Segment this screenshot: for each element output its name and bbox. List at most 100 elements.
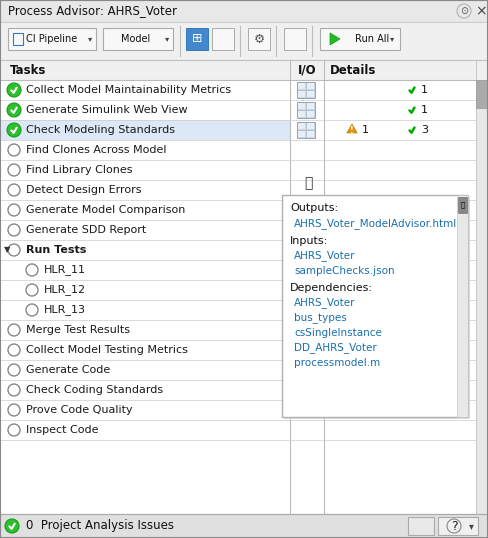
Text: Find Clones Across Model: Find Clones Across Model (26, 145, 166, 155)
FancyBboxPatch shape (298, 131, 305, 137)
Text: AHRS_Voter: AHRS_Voter (294, 298, 355, 308)
Circle shape (7, 83, 21, 97)
Text: ▾: ▾ (88, 34, 92, 44)
Text: ▾: ▾ (390, 34, 394, 44)
FancyBboxPatch shape (0, 60, 488, 80)
FancyBboxPatch shape (297, 102, 315, 118)
Text: Check Coding Standards: Check Coding Standards (26, 385, 163, 395)
Text: Run All: Run All (355, 34, 389, 44)
Circle shape (457, 4, 471, 18)
Text: Merge Test Results: Merge Test Results (26, 325, 130, 335)
FancyBboxPatch shape (0, 400, 290, 420)
Text: Outputs:: Outputs: (290, 203, 338, 213)
Text: Inspect Code: Inspect Code (26, 425, 99, 435)
Text: 0  Project Analysis Issues: 0 Project Analysis Issues (26, 520, 174, 533)
Text: Generate Code: Generate Code (26, 365, 110, 375)
Text: Dependencies:: Dependencies: (290, 283, 373, 293)
FancyBboxPatch shape (0, 220, 290, 240)
Text: 📌: 📌 (461, 202, 465, 208)
FancyBboxPatch shape (298, 123, 305, 129)
Text: Process Advisor: AHRS_Voter: Process Advisor: AHRS_Voter (8, 4, 177, 18)
FancyBboxPatch shape (298, 111, 305, 117)
FancyBboxPatch shape (458, 197, 467, 213)
FancyBboxPatch shape (307, 91, 314, 97)
Text: 3: 3 (421, 125, 428, 135)
FancyBboxPatch shape (0, 80, 488, 514)
Text: Run Tests: Run Tests (26, 245, 86, 255)
FancyBboxPatch shape (0, 240, 290, 260)
Text: 1: 1 (421, 105, 428, 115)
Text: I/O: I/O (298, 63, 316, 76)
FancyBboxPatch shape (284, 28, 306, 50)
FancyBboxPatch shape (307, 103, 314, 109)
FancyBboxPatch shape (284, 197, 470, 419)
FancyBboxPatch shape (0, 280, 290, 300)
Text: Details: Details (330, 63, 376, 76)
Text: Generate Simulink Web View: Generate Simulink Web View (26, 105, 187, 115)
Text: csSingleInstance: csSingleInstance (294, 328, 382, 338)
Polygon shape (330, 33, 340, 45)
FancyBboxPatch shape (298, 91, 305, 97)
FancyBboxPatch shape (320, 28, 400, 50)
FancyBboxPatch shape (0, 0, 488, 22)
FancyBboxPatch shape (408, 517, 434, 535)
FancyBboxPatch shape (297, 82, 315, 98)
Text: ?: ? (451, 520, 457, 533)
Text: 1: 1 (362, 125, 369, 135)
FancyBboxPatch shape (186, 28, 208, 50)
FancyBboxPatch shape (476, 80, 488, 514)
Polygon shape (347, 124, 357, 133)
Circle shape (5, 519, 19, 533)
Text: sampleChecks.json: sampleChecks.json (294, 266, 395, 276)
Text: HLR_13: HLR_13 (44, 305, 86, 315)
FancyBboxPatch shape (0, 140, 290, 160)
Text: processmodel.m: processmodel.m (294, 358, 380, 368)
Text: HLR_11: HLR_11 (44, 265, 86, 275)
FancyBboxPatch shape (0, 340, 290, 360)
FancyBboxPatch shape (307, 111, 314, 117)
Text: CI Pipeline: CI Pipeline (26, 34, 77, 44)
FancyBboxPatch shape (307, 123, 314, 129)
FancyBboxPatch shape (0, 180, 290, 200)
FancyBboxPatch shape (298, 103, 305, 109)
FancyBboxPatch shape (438, 517, 478, 535)
Text: Collect Model Testing Metrics: Collect Model Testing Metrics (26, 345, 188, 355)
Text: Find Library Clones: Find Library Clones (26, 165, 133, 175)
FancyBboxPatch shape (298, 83, 305, 89)
Text: ▾: ▾ (468, 521, 473, 531)
FancyBboxPatch shape (476, 80, 488, 108)
Text: Tasks: Tasks (10, 63, 46, 76)
FancyBboxPatch shape (0, 120, 290, 140)
Text: 1: 1 (421, 85, 428, 95)
FancyBboxPatch shape (13, 33, 23, 45)
Text: Model: Model (121, 34, 150, 44)
Text: ⊙: ⊙ (460, 6, 468, 16)
Text: Inputs:: Inputs: (290, 236, 328, 246)
FancyBboxPatch shape (297, 122, 315, 138)
Text: ×: × (475, 4, 487, 18)
FancyBboxPatch shape (0, 514, 488, 538)
Text: ⊞: ⊞ (192, 32, 202, 46)
Text: bus_types: bus_types (294, 313, 347, 323)
FancyBboxPatch shape (0, 80, 290, 100)
FancyBboxPatch shape (8, 28, 96, 50)
Text: ▼: ▼ (4, 245, 11, 254)
Text: ⚙: ⚙ (253, 32, 264, 46)
FancyBboxPatch shape (103, 28, 173, 50)
FancyBboxPatch shape (0, 160, 290, 180)
Text: !: ! (350, 126, 354, 136)
FancyBboxPatch shape (0, 420, 290, 440)
FancyBboxPatch shape (0, 360, 290, 380)
Circle shape (7, 123, 21, 137)
Circle shape (7, 103, 21, 117)
Text: DD_AHRS_Voter: DD_AHRS_Voter (294, 343, 377, 353)
Text: Check Modeling Standards: Check Modeling Standards (26, 125, 175, 135)
Text: ▾: ▾ (165, 34, 169, 44)
FancyBboxPatch shape (0, 100, 290, 120)
Text: Collect Model Maintainability Metrics: Collect Model Maintainability Metrics (26, 85, 231, 95)
FancyBboxPatch shape (248, 28, 270, 50)
Text: 🖱: 🖱 (304, 176, 312, 190)
FancyBboxPatch shape (0, 200, 290, 220)
FancyBboxPatch shape (212, 28, 234, 50)
FancyBboxPatch shape (0, 380, 290, 400)
